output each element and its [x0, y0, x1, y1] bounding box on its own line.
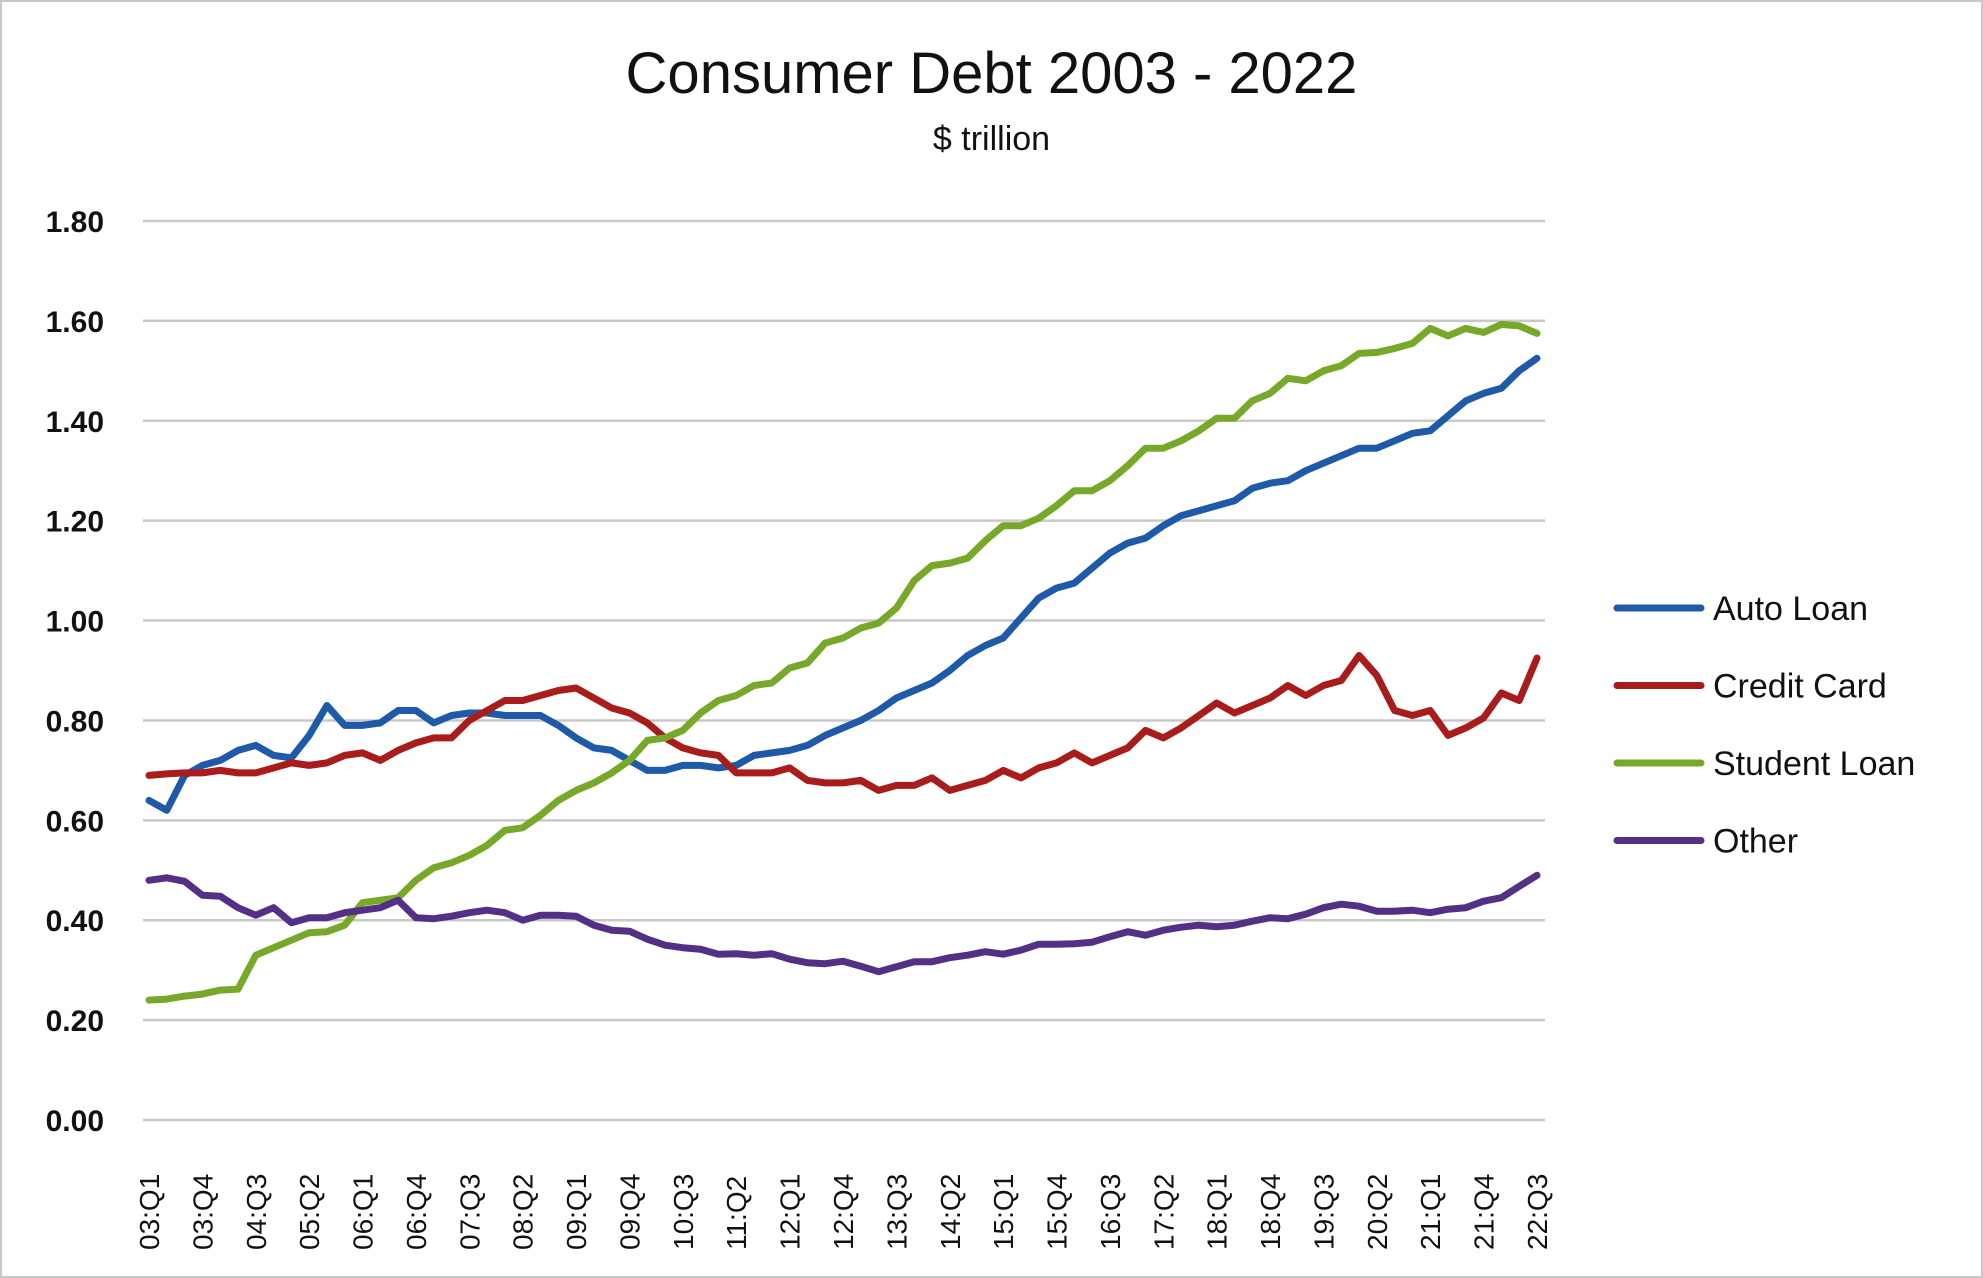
- x-tick-label: 15:Q1: [988, 1174, 1019, 1250]
- y-tick-label: 0.40: [46, 905, 104, 938]
- series-line-student-loan: [145, 320, 1541, 1004]
- x-tick-label: 20:Q2: [1362, 1174, 1393, 1250]
- x-tick-label: 22:Q3: [1522, 1174, 1553, 1250]
- x-tick-label: 21:Q1: [1415, 1174, 1446, 1250]
- x-tick-label: 11:Q2: [721, 1176, 752, 1250]
- legend-label: Credit Card: [1713, 668, 1887, 706]
- x-tick-label: 07:Q3: [454, 1174, 485, 1250]
- x-tick-label: 06:Q4: [401, 1174, 432, 1250]
- series-line-auto-loan: [145, 354, 1541, 814]
- x-tick-label: 21:Q4: [1469, 1174, 1500, 1250]
- y-tick-label: 1.00: [46, 606, 104, 639]
- x-tick-label: 19:Q3: [1308, 1174, 1339, 1250]
- x-tick-label: 18:Q4: [1255, 1174, 1286, 1250]
- x-tick-label: 09:Q1: [561, 1174, 592, 1250]
- chart-subtitle: $ trillion: [932, 120, 1051, 158]
- x-tick-label: 16:Q3: [1095, 1174, 1126, 1250]
- y-tick-label: 0.60: [46, 805, 104, 838]
- x-tick-label: 13:Q3: [881, 1174, 912, 1250]
- x-tick-label: 12:Q4: [828, 1174, 859, 1250]
- legend-label: Auto Loan: [1713, 590, 1868, 628]
- x-tick-label: 06:Q1: [348, 1174, 379, 1250]
- x-tick-label: 12:Q1: [775, 1174, 806, 1250]
- series-line-credit-card: [145, 652, 1541, 794]
- x-tick-label: 09:Q4: [614, 1174, 645, 1250]
- x-tick-label: 18:Q1: [1202, 1174, 1233, 1250]
- x-tick-label: 14:Q2: [935, 1174, 966, 1250]
- chart-title: Consumer Debt 2003 - 2022: [625, 41, 1358, 106]
- x-tick-label: 04:Q3: [241, 1174, 272, 1250]
- x-tick-label: 15:Q4: [1042, 1174, 1073, 1250]
- y-tick-label: 0.20: [46, 1005, 104, 1038]
- y-tick-label: 0.00: [46, 1105, 104, 1138]
- y-tick-label: 1.80: [46, 206, 104, 239]
- x-tick-label: 03:Q4: [187, 1174, 218, 1250]
- x-tick-label: 08:Q2: [508, 1174, 539, 1250]
- x-tick-label: 10:Q3: [668, 1174, 699, 1250]
- x-tick-label: 17:Q2: [1148, 1174, 1179, 1250]
- x-tick-label: 05:Q2: [294, 1174, 325, 1250]
- y-tick-label: 0.80: [46, 705, 104, 738]
- legend-label: Other: [1713, 823, 1798, 861]
- y-tick-label: 1.40: [46, 406, 104, 439]
- legend-label: Student Loan: [1713, 745, 1915, 783]
- y-tick-label: 1.60: [46, 306, 104, 339]
- y-tick-label: 1.20: [46, 506, 104, 539]
- x-tick-label: 03:Q1: [134, 1174, 165, 1250]
- series-line-other: [145, 871, 1541, 976]
